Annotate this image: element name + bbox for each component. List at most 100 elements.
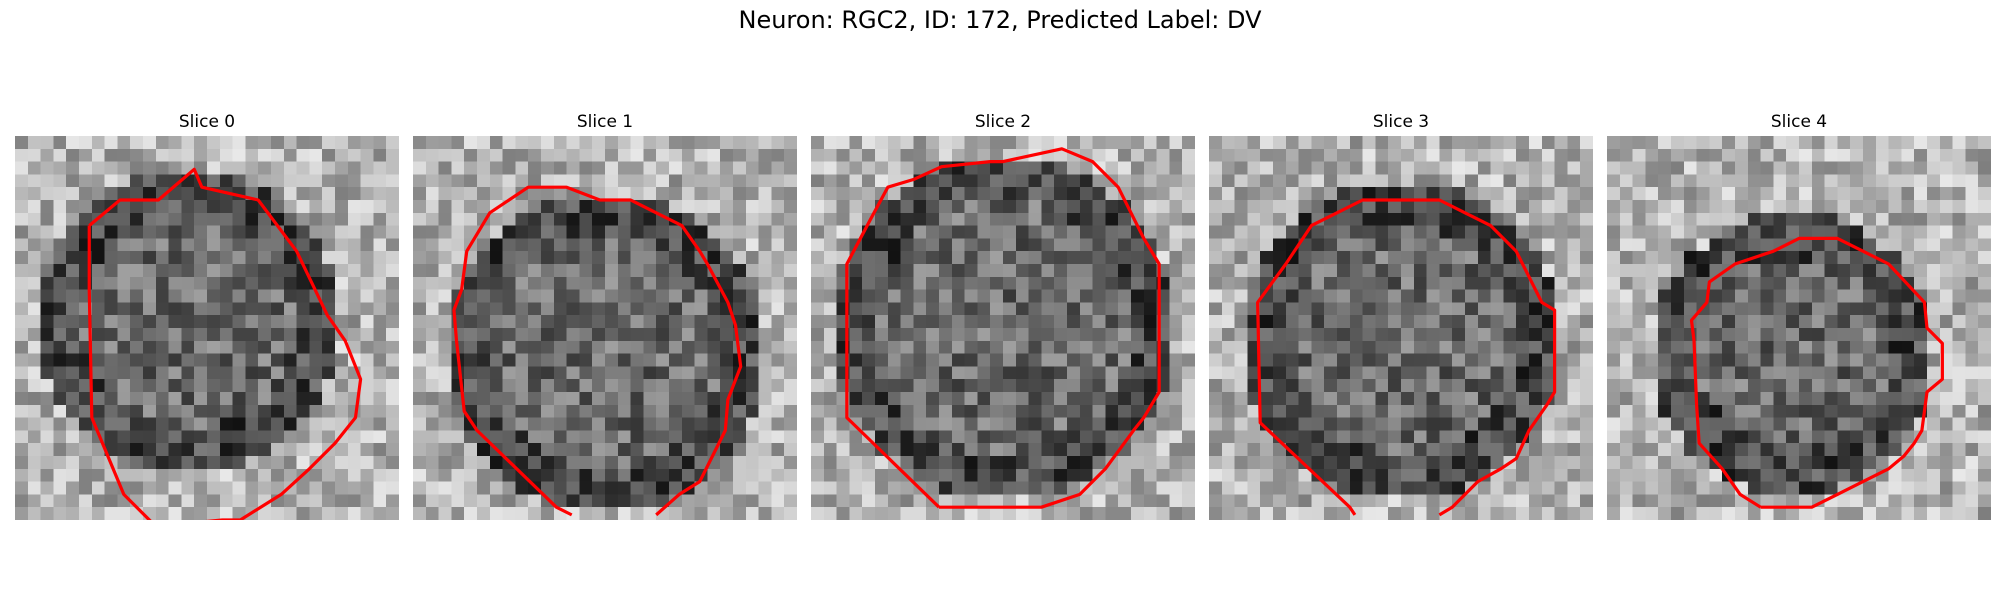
- pixel: [990, 302, 1004, 316]
- pixel: [1426, 417, 1440, 431]
- pixel: [117, 430, 131, 444]
- pixel: [1888, 507, 1902, 520]
- pixel: [1619, 289, 1633, 303]
- pixel: [605, 200, 619, 214]
- pixel: [66, 200, 80, 214]
- pixel: [194, 161, 208, 175]
- pixel: [477, 289, 491, 303]
- pixel: [1888, 392, 1902, 406]
- pixel: [823, 289, 837, 303]
- pixel: [579, 353, 593, 367]
- pixel: [1619, 494, 1633, 508]
- pixel: [27, 468, 41, 482]
- pixel: [1863, 212, 1877, 226]
- pixel: [1735, 225, 1749, 239]
- pixel: [1337, 302, 1351, 316]
- pixel: [1811, 276, 1825, 290]
- pixel: [1632, 507, 1646, 520]
- pixel: [823, 456, 837, 470]
- pixel: [1426, 430, 1440, 444]
- pixel: [1337, 148, 1351, 162]
- pixel: [1786, 136, 1800, 150]
- pixel: [900, 161, 914, 175]
- pixel: [990, 161, 1004, 175]
- pixel: [143, 430, 157, 444]
- pixel: [694, 161, 708, 175]
- pixel: [40, 417, 54, 431]
- pixel: [1311, 392, 1325, 406]
- pixel: [1169, 328, 1183, 342]
- pixel: [143, 225, 157, 239]
- pixel: [1645, 456, 1659, 470]
- pixel: [373, 340, 387, 354]
- pixel: [1490, 148, 1504, 162]
- pixel: [1619, 251, 1633, 265]
- pixel: [168, 251, 182, 265]
- pixel: [541, 328, 555, 342]
- pixel: [1696, 366, 1710, 380]
- pixel: [1952, 494, 1966, 508]
- pixel: [194, 148, 208, 162]
- pixel: [451, 430, 465, 444]
- pixel: [207, 468, 221, 482]
- pixel: [913, 468, 927, 482]
- pixel: [1722, 443, 1736, 457]
- pixel: [413, 264, 427, 278]
- slice-image: [15, 136, 399, 520]
- pixel: [1554, 251, 1568, 265]
- pixel: [1426, 276, 1440, 290]
- pixel: [1465, 315, 1479, 329]
- pixel: [245, 289, 259, 303]
- pixel: [926, 443, 940, 457]
- pixel: [528, 212, 542, 226]
- pixel: [1234, 340, 1248, 354]
- pixel: [1209, 328, 1223, 342]
- pixel: [181, 276, 195, 290]
- pixel: [1863, 404, 1877, 418]
- pixel: [1541, 225, 1555, 239]
- pixel: [386, 494, 399, 508]
- pixel: [1837, 148, 1851, 162]
- pixel: [990, 417, 1004, 431]
- pixel: [66, 494, 80, 508]
- pixel: [1837, 161, 1851, 175]
- pixel: [15, 430, 29, 444]
- pixel: [1541, 289, 1555, 303]
- pixel: [66, 174, 80, 188]
- pixel: [386, 289, 399, 303]
- pixel: [1209, 404, 1223, 418]
- pixel: [694, 340, 708, 354]
- pixel: [1273, 404, 1287, 418]
- pixel: [566, 456, 580, 470]
- pixel: [1773, 494, 1787, 508]
- pixel: [1529, 494, 1543, 508]
- pixel: [951, 340, 965, 354]
- pixel: [1607, 417, 1621, 431]
- pixel: [335, 302, 349, 316]
- pixel: [477, 136, 491, 150]
- pixel: [1863, 443, 1877, 457]
- pixel: [1554, 212, 1568, 226]
- pixel: [1401, 161, 1415, 175]
- pixel: [836, 251, 850, 265]
- pixel: [1671, 251, 1685, 265]
- pixel: [1503, 366, 1517, 380]
- pixel: [977, 212, 991, 226]
- pixel: [515, 148, 529, 162]
- pixel: [1567, 481, 1581, 495]
- pixel: [155, 443, 169, 457]
- pixel: [1554, 148, 1568, 162]
- pixel: [1324, 225, 1338, 239]
- pixel: [1722, 136, 1736, 150]
- pixel: [1041, 225, 1055, 239]
- pixel: [1978, 379, 1991, 393]
- pixel: [1914, 468, 1928, 482]
- pixel: [1182, 200, 1195, 214]
- pixel: [1092, 225, 1106, 239]
- pixel: [1888, 148, 1902, 162]
- pixel: [360, 276, 374, 290]
- pixel: [964, 276, 978, 290]
- pixel: [1362, 302, 1376, 316]
- pixel: [413, 456, 427, 470]
- pixel: [40, 302, 54, 316]
